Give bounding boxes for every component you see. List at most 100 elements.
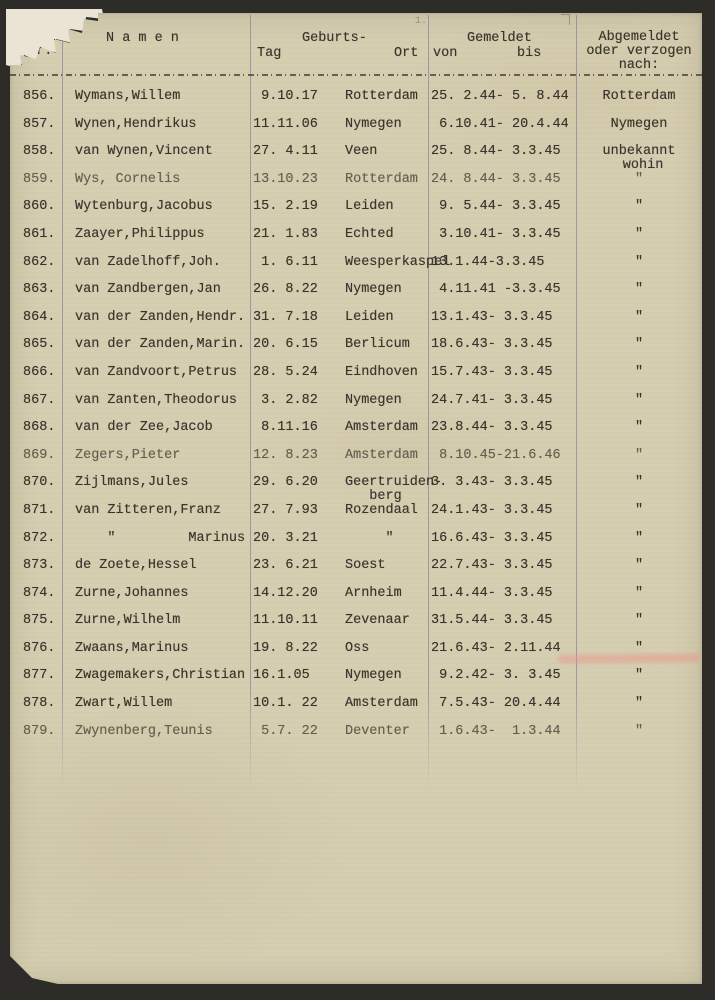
table-row: 871. van Zitteren,Franz 27. 7.93 Rozenda… [10,504,702,532]
column-rule-gemeldet [576,15,577,791]
row-nr: 862. [23,254,56,270]
table-rows: 856. Wymans,Willem 9.10.17 Rotterdam 25.… [10,90,702,752]
row-name: van der Zanden,Marin. [75,337,246,353]
table-row: 876. Zwaans,Marinus 19. 8.22 Oss 21.6.43… [10,642,702,670]
row-reported-dates: 18.6.43- 3.3.45 [431,337,553,353]
row-reported-dates: 22.7.43- 3.3.45 [431,558,553,574]
row-reported-dates: 3.10.41- 3.3.45 [431,226,561,242]
table-row: 879. Zwynenberg,Teunis 5.7. 22 Deventer … [10,725,702,753]
row-deregistered: " [634,640,644,656]
row-deregistered: " [634,420,644,436]
row-reported-dates: 3. 3.43- 3.3.45 [431,475,553,491]
column-rule-geburts [428,15,429,791]
row-birth-place: " [345,530,394,546]
row-nr: 869. [23,447,56,463]
row-name: van Wynen,Vincent [75,144,213,160]
table-row: 864. van der Zanden,Hendr. 31. 7.18 Leid… [10,311,702,339]
row-name: van der Zanden,Hendr. [75,309,246,325]
row-reported-dates: 7.5.43- 20.4.44 [431,696,561,712]
header-von: von [433,46,458,61]
table-row: 877. Zwagemakers,Christian 16.1.05 Nymeg… [10,669,702,697]
row-birth-date: 20. 3.21 [253,530,318,546]
table-row: 857. Wynen,Hendrikus 11.11.06 Nymegen 6.… [10,118,702,146]
header-tag: Tag [257,46,282,61]
row-birth-place: Oss [345,640,370,656]
row-name: Wynen,Hendrikus [75,116,197,132]
row-deregistered: " [634,475,644,491]
row-birth-date: 27. 7.93 [253,502,318,518]
table-row: 859. Wys, Cornelis 13.10.23 Rotterdam 24… [10,173,702,201]
row-name: Wys, Cornelis [75,171,181,187]
row-birth-place: Zevenaar [345,613,410,629]
row-reported-dates: 25. 8.44- 3.3.45 [431,144,561,160]
table-row: 866. van Zandvoort,Petrus 28. 5.24 Eindh… [10,366,702,394]
row-name: Zurne,Johannes [75,585,189,601]
row-name: Zaayer,Philippus [75,226,205,242]
header-abgemeldet-line2: oder verzogen [586,44,692,59]
row-nr: 878. [23,696,56,712]
row-birth-place: Amsterdam [345,447,418,463]
row-deregistered: Rotterdam [602,89,676,104]
row-birth-place: Arnheim [345,585,402,601]
row-nr: 861. [23,226,56,242]
table-row: 861. Zaayer,Philippus 21. 1.83 Echted 3.… [10,228,702,256]
header-abgemeldet-line3: nach: [618,58,660,73]
row-deregistered: " [634,585,644,601]
row-birth-place: Veen [345,144,378,160]
table-row: 868. van der Zee,Jacob 8.11.16 Amsterdam… [10,421,702,449]
row-birth-date: 15. 2.19 [253,199,318,215]
row-birth-date: 26. 8.22 [253,282,318,298]
row-birth-place: Rozendaal [345,502,418,518]
row-birth-date: 11.11.06 [253,116,318,132]
row-birth-place: Nymegen [345,116,402,132]
row-nr: 856. [23,89,56,104]
row-deregistered: " [634,337,644,353]
row-name: Zijlmans,Jules [75,475,189,491]
header-ort: Ort [394,46,419,61]
row-name: Zegers,Pieter [75,447,181,463]
row-nr: 859. [23,171,56,187]
table-row: 858. van Wynen,Vincent 27. 4.11 Veen 25.… [10,145,702,173]
row-birth-date: 20. 6.15 [253,337,318,353]
row-reported-dates: 4.11.41 -3.3.45 [431,282,561,298]
row-deregistered: " [634,171,644,187]
row-name: van Zandbergen,Jan [75,282,221,298]
row-birth-date: 31. 7.18 [253,309,318,325]
row-birth-date: 28. 5.24 [253,364,318,380]
row-birth-place: Rotterdam [345,89,418,104]
column-rule-namen [250,15,251,791]
row-name: " Marinus [75,530,246,546]
row-nr: 879. [23,723,56,739]
row-birth-date: 12. 8.23 [253,447,318,463]
row-birth-date: 10.1. 22 [253,696,318,712]
row-name: Wytenburg,Jacobus [75,199,213,215]
row-birth-place: Soest [345,558,386,574]
row-birth-date: 29. 6.20 [253,475,318,491]
table-row: 865. van der Zanden,Marin. 20. 6.15 Berl… [10,338,702,366]
row-reported-dates: 8.10.45-21.6.46 [431,447,561,463]
row-nr: 870. [23,475,56,491]
row-reported-dates: 24.7.41- 3.3.45 [431,392,553,408]
row-deregistered: " [634,226,644,242]
row-birth-date: 13.10.23 [253,171,318,187]
row-reported-dates: 1.6.43- 1.3.44 [431,723,561,739]
row-birth-place: Leiden [345,199,394,215]
row-birth-date: 9.10.17 [253,89,318,104]
row-birth-place: Weesperkaspel [345,254,451,270]
table-row: 878. Zwart,Willem 10.1. 22 Amsterdam 7.5… [10,697,702,725]
row-deregistered: " [634,309,644,325]
row-nr: 865. [23,337,56,353]
header-divider-dashed-line [10,74,702,76]
row-birth-place: Amsterdam [345,696,418,712]
row-birth-date: 3. 2.82 [253,392,318,408]
row-name: van der Zee,Jacob [75,420,213,436]
row-name: van Zadelhoff,Joh. [75,254,221,270]
row-deregistered: " [634,502,644,518]
row-birth-place: Deventer [345,723,410,739]
column-rule-nr [62,39,63,791]
row-deregistered: " [634,530,644,546]
row-birth-date: 23. 6.21 [253,558,318,574]
header-abgemeldet-line1: Abgemeldet [598,30,680,45]
row-birth-date: 14.12.20 [253,585,318,601]
